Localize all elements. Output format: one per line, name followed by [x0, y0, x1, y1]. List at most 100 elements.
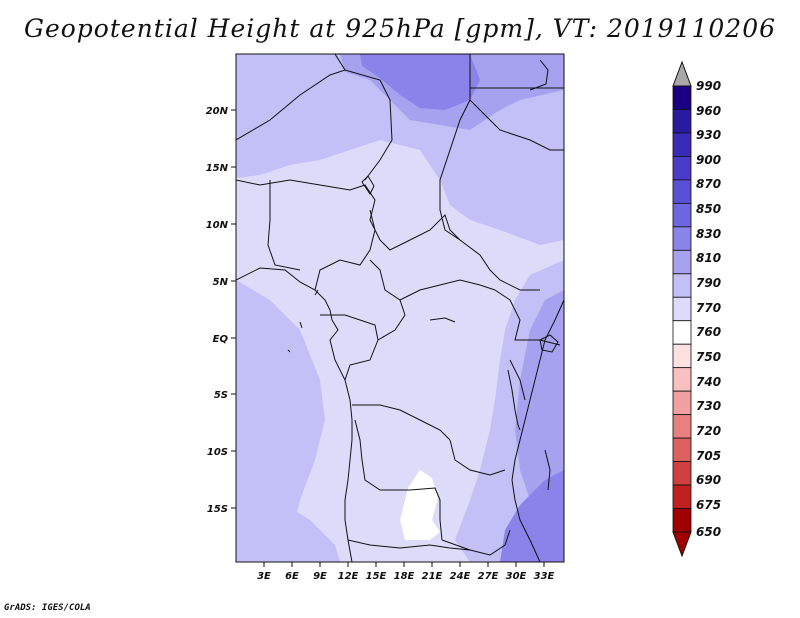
lon-label: 24E	[450, 571, 471, 582]
colorbar-cell	[672, 156, 692, 181]
colorbar-cell	[672, 320, 692, 345]
border-zambia	[441, 529, 511, 556]
colorbar-label: 760	[696, 325, 721, 339]
lon-label: 12E	[338, 571, 359, 582]
lake-chad	[361, 175, 375, 195]
southeast-high	[500, 470, 564, 562]
colorbar-label: 770	[696, 301, 721, 315]
border-namibia	[347, 539, 471, 551]
lon-label: 18E	[394, 571, 415, 582]
colorbar-cell	[672, 461, 692, 486]
colorbar-label: 690	[696, 473, 721, 487]
border-cameroon	[314, 209, 376, 291]
lat-ticks	[231, 109, 236, 509]
lat-labels: 20N 15N 10N 5N EQ 5S 10S 15S	[206, 106, 229, 515]
colorbar-label: 740	[696, 375, 721, 389]
border-angola	[354, 419, 443, 541]
lat-label: 5N	[213, 277, 229, 288]
lon-label: 30E	[506, 571, 527, 582]
colorbar-label: 790	[696, 276, 721, 290]
colorbar-label: 750	[696, 350, 721, 364]
border-gabon	[320, 314, 379, 381]
colorbar-cell	[672, 179, 692, 204]
sudan-band	[440, 145, 564, 245]
colorbar-label: 830	[696, 227, 721, 241]
lon-label: 15E	[366, 571, 387, 582]
colorbar-cell	[672, 390, 692, 416]
border-east1	[494, 289, 561, 346]
colorbar-label: 900	[696, 153, 721, 167]
colorbar-cell	[672, 109, 692, 134]
kalahari-low	[400, 470, 440, 540]
lat-label: 15N	[206, 163, 229, 174]
northeast-highest	[360, 54, 480, 110]
lon-ticks	[263, 562, 545, 567]
colorbar-label: 720	[696, 424, 721, 438]
colorbar-label: 705	[696, 449, 721, 463]
country-borders	[236, 54, 564, 562]
bight-islands	[287, 289, 319, 353]
colorbar-top-arrow	[672, 60, 692, 87]
colorbar-label: 730	[696, 399, 721, 413]
colorbar-cell	[672, 414, 692, 439]
lat-label: 15S	[207, 504, 228, 515]
colorbar-label: 810	[696, 251, 721, 265]
lake-tanganyika	[507, 369, 521, 431]
border-east2	[509, 359, 526, 401]
lat-label: EQ	[213, 334, 229, 345]
colorbar-label: 675	[696, 498, 721, 512]
border-drc-south	[352, 404, 506, 476]
chart-title: Geopotential Height at 925hPa [gpm], VT:…	[23, 14, 777, 43]
colorbar-label: 870	[696, 177, 721, 191]
field-regions	[236, 54, 564, 562]
lon-label: 21E	[422, 571, 443, 582]
colorbar-label: 960	[696, 104, 721, 118]
border-car	[369, 259, 496, 301]
colorbar-cell	[672, 226, 692, 251]
colorbar-cells	[672, 85, 692, 533]
lat-label: 20N	[206, 106, 229, 117]
colorbar: 990 960 930 900 870 850 830 810 790 770 …	[672, 60, 721, 558]
lake-victoria	[539, 334, 559, 353]
lat-label: 10S	[207, 447, 228, 458]
nile-river	[429, 317, 456, 323]
colorbar-cell	[672, 132, 692, 157]
border-nigeria	[267, 180, 301, 271]
colorbar-cell	[672, 202, 692, 228]
map-frame	[235, 53, 565, 563]
lon-label: 3E	[257, 571, 271, 582]
colorbar-label: 990	[696, 79, 721, 93]
grads-credit: GrADS: IGES/COLA	[4, 603, 91, 613]
coast-somalia	[529, 59, 549, 91]
lat-label: 5S	[214, 390, 228, 401]
colorbar-cell	[672, 85, 692, 110]
colorbar-cell	[672, 437, 692, 462]
border-congo	[377, 299, 406, 341]
colorbar-cell	[672, 484, 692, 509]
border-n2	[334, 54, 346, 71]
lon-label: 6E	[285, 571, 299, 582]
border-n1	[236, 69, 393, 181]
colorbar-cell	[672, 367, 692, 392]
lon-label: 33E	[534, 571, 555, 582]
lon-labels: 3E 6E 9E 12E 15E 18E 21E 24E 27E 30E 33E	[257, 571, 554, 582]
lake-malawi	[544, 449, 551, 491]
colorbar-cell	[672, 296, 692, 322]
colorbar-cell	[672, 273, 692, 298]
colorbar-bottom-arrow	[672, 531, 692, 558]
colorbar-cell	[672, 343, 692, 369]
southwest-band	[236, 480, 340, 562]
colorbar-cell	[672, 508, 692, 533]
colorbar-cell	[672, 249, 692, 275]
lon-label: 27E	[478, 571, 499, 582]
colorbar-label: 650	[696, 525, 721, 539]
colorbar-label: 850	[696, 202, 721, 216]
coastline-east	[511, 299, 564, 562]
border-sahel	[236, 179, 540, 291]
coastline-west	[236, 267, 353, 562]
border-ne-ethiopia	[469, 99, 564, 151]
colorbar-labels: 990 960 930 900 870 850 830 810 790 770 …	[696, 79, 721, 539]
lat-label: 10N	[206, 220, 229, 231]
lon-label: 9E	[313, 571, 327, 582]
